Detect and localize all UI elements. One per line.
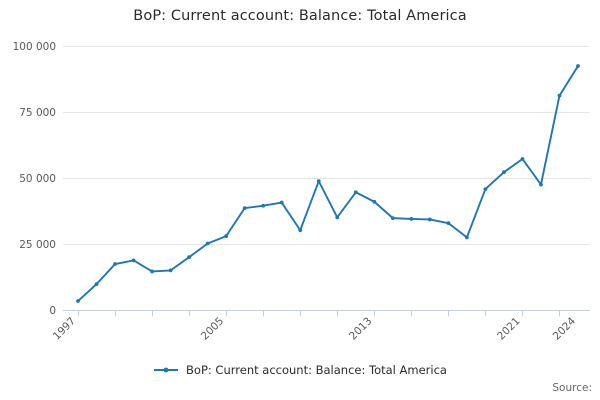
x-axis [63, 310, 590, 317]
data-point-marker [76, 299, 80, 303]
data-point-markers [76, 64, 580, 303]
data-point-marker [113, 262, 117, 266]
data-point-marker [335, 215, 340, 220]
x-axis-tick-label: 2005 [199, 315, 226, 342]
data-point-marker [187, 255, 192, 260]
data-point-marker [576, 64, 580, 68]
data-point-marker [520, 157, 525, 161]
data-point-marker [131, 258, 136, 263]
data-point-marker [390, 216, 395, 221]
data-point-marker [427, 217, 432, 222]
data-point-marker [483, 187, 488, 191]
x-axis-tick-label: 2021 [495, 315, 522, 342]
data-point-marker [298, 228, 303, 233]
data-point-marker [353, 190, 358, 195]
x-axis-tick-labels: 1997 2005 2013 2021 2024 [51, 315, 579, 343]
x-axis-tick-label: 2024 [551, 315, 579, 343]
data-point-marker [242, 206, 247, 211]
data-point-marker [168, 268, 173, 273]
y-axis-tick-label: 0 [49, 305, 56, 317]
data-point-marker [446, 221, 451, 226]
data-point-marker [94, 282, 99, 287]
data-point-marker [409, 217, 414, 221]
data-point-marker [464, 235, 469, 240]
x-axis-tick-label: 1997 [51, 315, 78, 342]
chart-legend: BoP: Current account: Balance: Total Ame… [0, 363, 600, 377]
y-axis-tick-label: 100 000 [13, 41, 56, 53]
data-point-marker [502, 170, 506, 175]
data-point-marker [224, 234, 229, 238]
data-point-marker [557, 93, 562, 98]
series-line [77, 65, 579, 302]
data-point-marker [150, 269, 154, 274]
y-axis-tick-label: 50 000 [19, 173, 56, 185]
y-axis-tick-labels: 0 25 000 50 000 75 000 100 000 [13, 41, 56, 317]
x-axis-tick-label: 2013 [347, 315, 374, 342]
data-point-marker [316, 179, 321, 184]
data-point-marker [279, 200, 284, 205]
chart-title: BoP: Current account: Balance: Total Ame… [133, 8, 467, 24]
legend-line-marker-icon [154, 367, 179, 373]
data-point-marker [539, 182, 543, 187]
data-series-line [77, 65, 579, 302]
data-point-marker [261, 203, 266, 208]
legend-item-label: BoP: Current account: Balance: Total Ame… [186, 363, 447, 377]
data-point-marker [372, 199, 377, 204]
source-label: Source: [552, 382, 592, 394]
y-axis-tick-label: 25 000 [19, 239, 56, 251]
y-axis-tick-label: 75 000 [19, 107, 56, 119]
data-point-marker [205, 241, 210, 246]
gridlines [63, 46, 590, 245]
